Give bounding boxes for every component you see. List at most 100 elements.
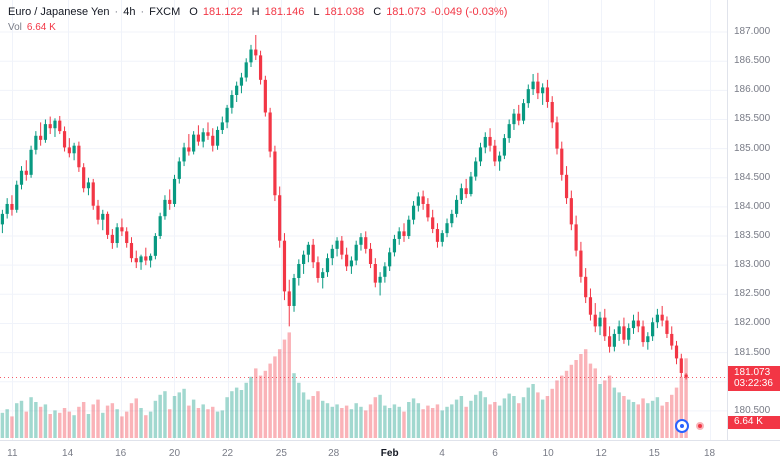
volume-bar (158, 394, 162, 438)
volume-label: Vol (8, 22, 22, 33)
volume-bar (215, 411, 220, 438)
candle-body (555, 122, 559, 149)
realtime-marker-icon[interactable] (675, 419, 689, 433)
candle-body (302, 254, 306, 264)
volume-bar (239, 390, 244, 438)
candle-body (287, 291, 291, 306)
candle-body (378, 276, 382, 283)
price-axis-label: 183.000 (734, 259, 771, 271)
volume-bar (426, 405, 430, 438)
time-axis-label: 11 (7, 448, 18, 459)
volume-bar (411, 398, 416, 438)
volume-bar (383, 405, 387, 438)
volume-bar (330, 406, 334, 438)
last-bar-marker-icon[interactable] (696, 422, 704, 430)
candle-body (584, 276, 588, 298)
volume-bar (392, 404, 397, 438)
interval-label[interactable]: 4h (123, 6, 136, 18)
volume-bar (134, 398, 138, 438)
candle-body (0, 213, 4, 225)
candle-body (670, 333, 674, 346)
volume-bar (86, 414, 91, 438)
time-axis-label: Feb (380, 448, 399, 459)
volume-bar (19, 400, 24, 438)
volume-bar (626, 399, 631, 438)
candle-body (526, 89, 530, 104)
price-axis-label: 182.500 (734, 288, 771, 300)
volume-bar (440, 410, 444, 438)
volume-bar (120, 416, 124, 438)
volume-bar (488, 404, 492, 438)
time-axis[interactable]: 11 14 16 20 22 25 28 Feb 4 6 10 12 15 18 (0, 440, 780, 470)
candle-body (62, 131, 67, 148)
price-axis-label: 187.000 (734, 26, 771, 38)
volume-bar (636, 404, 640, 438)
candle-body (139, 256, 143, 263)
realtime-marker-dot-icon (680, 424, 684, 428)
low-letter: L (313, 6, 320, 18)
open-value: 181.122 (202, 6, 243, 18)
low-value: 181.038 (324, 6, 365, 18)
time-axis-label: 25 (275, 448, 287, 459)
volume-bar (607, 375, 612, 438)
candle-body (517, 113, 521, 121)
volume-bar (254, 368, 258, 438)
volume-bar (172, 396, 177, 438)
candle-body (120, 227, 124, 232)
candle-body (153, 236, 157, 256)
candle-body (407, 219, 411, 237)
candle-body (273, 151, 277, 196)
exchange-label[interactable]: FXCM (149, 6, 181, 18)
candle-body (617, 326, 621, 334)
volume-bar (177, 392, 182, 438)
chart-plot-area[interactable] (0, 0, 727, 440)
candle-body (474, 161, 478, 177)
volume-bar (655, 397, 660, 438)
candle-body (545, 87, 550, 102)
candle-body (478, 147, 483, 162)
volume-bar (43, 404, 48, 438)
candle-body (101, 213, 105, 220)
volume-bar (273, 356, 277, 438)
candle-body (254, 49, 258, 56)
volume-bar (517, 403, 521, 438)
candle-body (10, 203, 14, 210)
candle-body (172, 178, 177, 204)
price-axis[interactable]: 181.073 03:22:36 6.64 K 187.000 186.500 18… (727, 0, 780, 440)
volume-bar (53, 410, 57, 438)
candle-body (82, 167, 86, 189)
candle-body (454, 199, 459, 214)
volume-bar (526, 387, 531, 438)
candle-body (364, 237, 368, 249)
volume-bar (545, 396, 550, 438)
volume-bar (588, 363, 593, 438)
volume-bar (502, 398, 507, 438)
candle-body (158, 216, 162, 237)
volume-bar (603, 380, 607, 438)
candle-body (230, 94, 234, 108)
candle-body (655, 314, 659, 323)
volume-bar (0, 412, 5, 438)
candle-body (536, 81, 540, 94)
volume-bar (129, 403, 134, 438)
candle-body (368, 248, 373, 264)
symbol-name[interactable]: Euro / Japanese Yen (8, 6, 110, 18)
candle-body (512, 113, 516, 125)
volume-bar (148, 411, 153, 438)
candle-body (674, 345, 679, 359)
volume-bar (211, 406, 215, 438)
candle-body (24, 170, 28, 175)
candle-body (426, 203, 430, 218)
volume-bar (593, 368, 597, 438)
volume-bar (268, 363, 272, 438)
volume-bar (168, 409, 172, 438)
candlestick-chart[interactable] (0, 0, 727, 440)
volume-bar (397, 406, 401, 438)
price-axis-label: 184.500 (734, 171, 771, 183)
candle-body (306, 244, 310, 255)
candle-body (220, 122, 224, 130)
time-axis-label: 14 (62, 448, 74, 459)
candle-body (383, 266, 387, 277)
volume-bar (206, 409, 210, 438)
